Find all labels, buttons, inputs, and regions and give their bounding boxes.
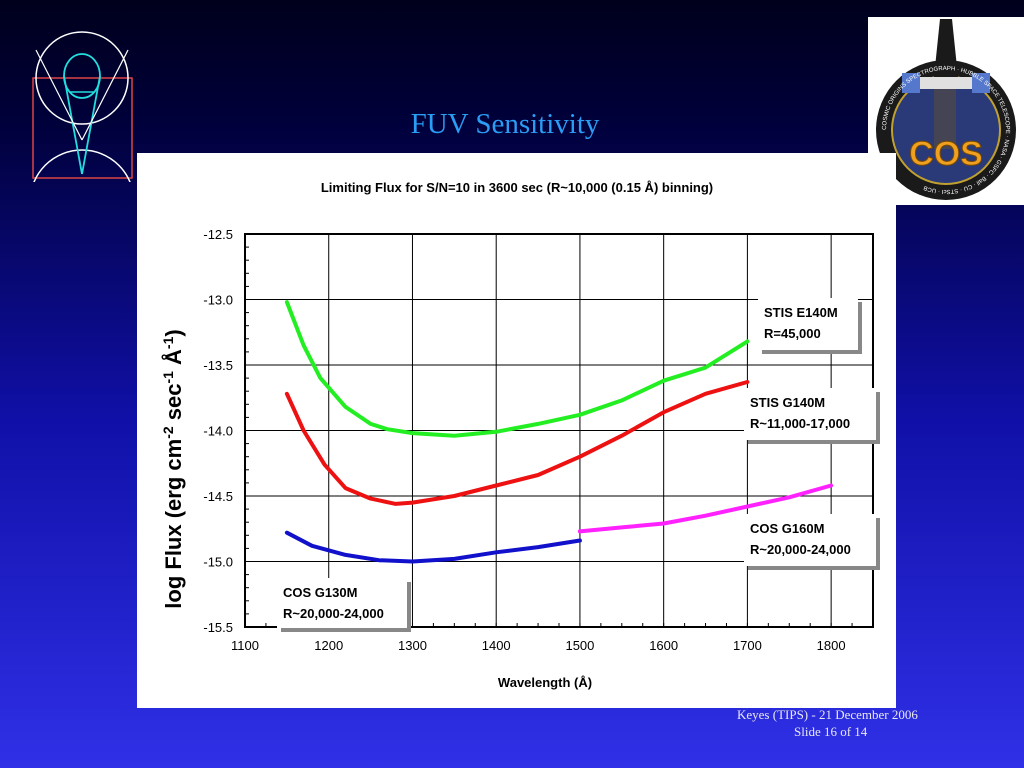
- callout-box: [277, 578, 407, 628]
- callout-box: [744, 388, 876, 440]
- y-tick-label: -14.5: [203, 489, 233, 504]
- callout-label-line: R=45,000: [764, 326, 821, 341]
- cos-mission-patch: COS COSMIC ORIGINS SPECTROGRAPH · HUBBLE…: [868, 17, 1024, 205]
- x-axis-label: Wavelength (Å): [498, 675, 592, 690]
- stsci-logo: [29, 30, 135, 255]
- callout-cos_g130m: COS G130M R~20,000-24,000: [277, 578, 411, 632]
- y-tick-label: -13.5: [203, 358, 233, 373]
- series-line-stis_e140m: [284, 300, 750, 438]
- x-tick-label: 1400: [482, 638, 511, 653]
- series-line-cos_g160m: [577, 483, 834, 534]
- callout-stis_e140m: STIS E140M R=45,000: [758, 298, 862, 354]
- callout-label-line: R~11,000-17,000: [750, 416, 850, 431]
- y-axis-label-part: -1: [160, 371, 176, 384]
- callout-label-line: R~20,000-24,000: [750, 542, 851, 557]
- x-tick-label: 1100: [231, 638, 259, 653]
- x-tick-label: 1700: [733, 638, 762, 653]
- y-axis-label-part: Å: [160, 349, 186, 371]
- y-tick-label: -13.0: [203, 293, 233, 308]
- y-axis-label: log Flux (erg cm-2 sec-1 Å-1): [160, 329, 186, 608]
- callout-label-line: COS G160M: [750, 521, 824, 536]
- series-line-cos_g130m: [284, 530, 582, 564]
- callout-stis_g140m: STIS G140M R~11,000-17,000: [744, 388, 880, 444]
- y-axis-label-part: -2: [160, 426, 176, 439]
- x-tick-label: 1200: [314, 638, 343, 653]
- y-axis-label-part: sec: [161, 384, 186, 427]
- callout-cos_g160m: COS G160M R~20,000-24,000: [744, 514, 880, 570]
- y-axis-label-part: ): [161, 329, 186, 336]
- footer-author-date: Keyes (TIPS) - 21 December 2006: [737, 707, 918, 722]
- callout-label-line: COS G130M: [283, 585, 357, 600]
- footer-slide-number: Slide 16 of 14: [794, 724, 868, 739]
- x-tick-label: 1300: [398, 638, 427, 653]
- callout-box: [744, 514, 876, 566]
- y-axis-label-part: log Flux (erg cm: [161, 439, 186, 609]
- x-tick-label: 1600: [649, 638, 678, 653]
- callout-label-line: R~20,000-24,000: [283, 606, 384, 621]
- y-tick-label: -15.5: [203, 620, 233, 635]
- series-callouts: STIS E140M R=45,000 STIS G140M R~11,000-17,…: [277, 298, 880, 632]
- callout-label-line: STIS E140M: [764, 305, 838, 320]
- patch-text: COS: [909, 135, 983, 173]
- y-tick-label: -12.5: [203, 227, 233, 242]
- slide-title: FUV Sensitivity: [410, 108, 600, 140]
- x-tick-label: 1800: [817, 638, 846, 653]
- tick-labels: 1100 1200 1300 1400 1500 1600 1700 1800 -12.5 -13…: [203, 227, 845, 653]
- y-tick-label: -15.0: [203, 555, 233, 570]
- x-tick-label: 1500: [565, 638, 594, 653]
- callout-box: [758, 298, 858, 350]
- callout-label-line: STIS G140M: [750, 395, 825, 410]
- series-lines: [284, 300, 834, 564]
- y-axis-label-part: -1: [160, 336, 176, 349]
- chart-title: Limiting Flux for S/N=10 in 3600 sec (R~…: [321, 180, 713, 195]
- chart: Limiting Flux for S/N=10 in 3600 sec (R~…: [160, 180, 880, 690]
- series-line-stis_g140m: [284, 380, 750, 506]
- y-tick-label: -14.0: [203, 424, 233, 439]
- chart-panel: Limiting Flux for S/N=10 in 3600 sec (R~…: [137, 153, 896, 708]
